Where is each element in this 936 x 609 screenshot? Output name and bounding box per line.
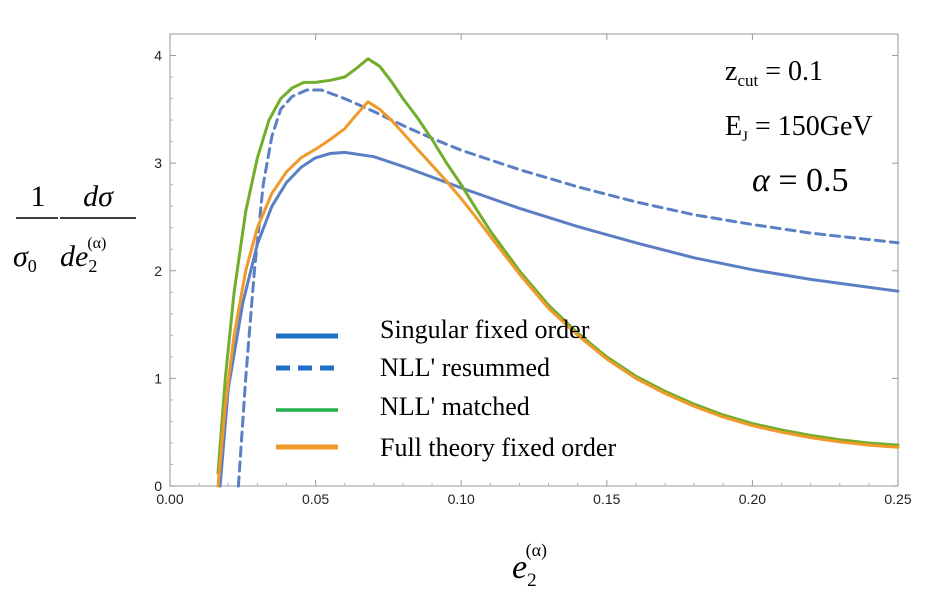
series-curves bbox=[216, 57, 900, 488]
legend-label-matched: NLL' matched bbox=[380, 392, 530, 421]
xlabel-sup: (α) bbox=[526, 540, 547, 561]
plot-frame bbox=[169, 33, 899, 487]
ylabel-frac2-den-sup: (α) bbox=[87, 235, 106, 252]
x-tick-label: 0.10 bbox=[448, 491, 475, 507]
legend-label-singular: Singular fixed order bbox=[380, 315, 590, 344]
svg-text:α = 0.5: α = 0.5 bbox=[752, 162, 849, 199]
x-tick-label: 0.00 bbox=[156, 491, 183, 507]
x-tick-label: 0.20 bbox=[739, 491, 766, 507]
legend: Singular fixed order NLL' resummed NLL' … bbox=[276, 315, 616, 462]
ylabel-frac1-den-sub: 0 bbox=[28, 256, 37, 276]
y-tick-label: 2 bbox=[154, 263, 162, 279]
x-tick-label: 0.15 bbox=[593, 491, 620, 507]
zcut-base: z bbox=[725, 56, 737, 87]
legend-label-full: Full theory fixed order bbox=[380, 433, 616, 462]
y-tick-label: 4 bbox=[154, 48, 162, 64]
x-tick-label: 0.05 bbox=[302, 491, 329, 507]
x-axis-label: e2 (α) bbox=[512, 540, 547, 591]
x-tick-label: 0.25 bbox=[884, 491, 911, 507]
ylabel-frac1-den: σ0 bbox=[13, 240, 37, 276]
ylabel-frac1-num: 1 bbox=[31, 180, 46, 213]
svg-text:e2(α): e2 (α) bbox=[512, 540, 547, 591]
x-axis-ticks: 0.00 0.05 0.10 0.15 0.20 0.25 bbox=[156, 34, 912, 507]
ej-sub: J bbox=[742, 129, 748, 145]
annotation-ej: EJ = 150GeV bbox=[725, 111, 873, 145]
zcut-value: = 0.1 bbox=[758, 56, 823, 87]
series-nll-matched bbox=[216, 57, 900, 475]
ylabel-frac2-den-base: de bbox=[60, 240, 88, 273]
annotation-zcut: zcut = 0.1 bbox=[725, 56, 823, 90]
y-tick-label: 1 bbox=[154, 370, 162, 386]
alpha-symbol: α bbox=[752, 162, 771, 199]
xlabel-base: e bbox=[512, 549, 527, 586]
ylabel-frac2-num: dσ bbox=[83, 180, 114, 213]
svg-text:EJ = 150GeV: EJ = 150GeV bbox=[725, 111, 873, 145]
y-axis-label: 1 σ0 dσ de2 (α) bbox=[13, 180, 136, 276]
annotation-alpha: α = 0.5 bbox=[752, 162, 849, 199]
series-full-theory-fixed-order bbox=[216, 100, 900, 488]
ej-base: E bbox=[725, 111, 742, 142]
series-nll-resummed bbox=[236, 88, 900, 488]
ej-value: = 150GeV bbox=[748, 111, 873, 142]
zcut-sub: cut bbox=[737, 71, 758, 90]
y-tick-label: 0 bbox=[154, 478, 162, 494]
ylabel-frac2-den-sub: 2 bbox=[88, 256, 97, 276]
series-singular-fixed-order bbox=[218, 150, 900, 488]
svg-text:zcut = 0.1: zcut = 0.1 bbox=[725, 56, 823, 90]
ylabel-frac2-den: de2 (α) bbox=[60, 235, 106, 276]
xlabel-sub: 2 bbox=[527, 570, 537, 591]
ylabel-frac1-den-base: σ bbox=[13, 240, 29, 273]
y-tick-label: 3 bbox=[154, 155, 162, 171]
legend-label-resummed: NLL' resummed bbox=[380, 353, 550, 382]
y-axis-ticks: 0 1 2 3 4 bbox=[154, 48, 898, 494]
alpha-value: = 0.5 bbox=[770, 162, 849, 199]
